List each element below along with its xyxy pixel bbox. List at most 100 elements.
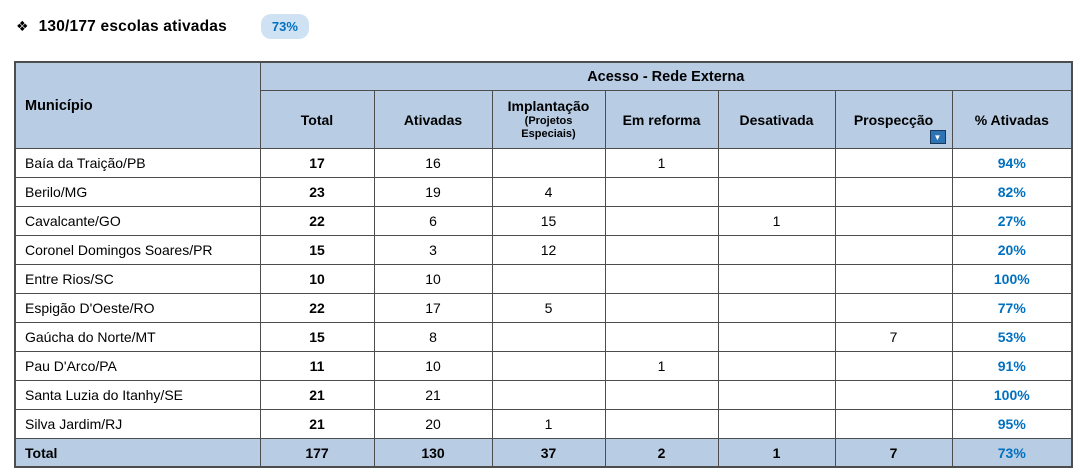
cell-ativadas: 10	[373, 351, 493, 381]
table-row: Berilo/MG 23 19 4 82%	[14, 177, 1073, 207]
cell-pct-ativadas: 73%	[951, 438, 1073, 468]
cell-implantacao	[491, 380, 606, 410]
cell-pct-ativadas: 27%	[951, 206, 1073, 236]
cell-total: 23	[259, 177, 375, 207]
cell-municipio: Silva Jardim/RJ	[14, 409, 261, 439]
cell-em-reforma	[604, 264, 719, 294]
cell-municipio: Coronel Domingos Soares/PR	[14, 235, 261, 265]
cell-desativada	[717, 293, 836, 323]
group-header-acesso-rede-externa: Acesso - Rede Externa	[259, 61, 1073, 91]
cell-total: 15	[259, 235, 375, 265]
cell-ativadas: 3	[373, 235, 493, 265]
column-header-desativada: Desativada	[717, 90, 836, 149]
cell-ativadas: 10	[373, 264, 493, 294]
cell-implantacao: 15	[491, 206, 606, 236]
table-row: Silva Jardim/RJ 21 20 1 95%	[14, 409, 1073, 439]
cell-pct-ativadas: 53%	[951, 322, 1073, 352]
cell-total-label: Total	[14, 438, 261, 468]
cell-pct-ativadas: 100%	[951, 380, 1073, 410]
cell-implantacao: 4	[491, 177, 606, 207]
cell-prospeccao	[834, 409, 953, 439]
table-row: Espigão D'Oeste/RO 22 17 5 77%	[14, 293, 1073, 323]
percentage-badge: 73%	[260, 14, 309, 39]
table-row: Santa Luzia do Itanhy/SE 21 21 100%	[14, 380, 1073, 410]
cell-desativada: 1	[717, 438, 836, 468]
cell-total: 11	[259, 351, 375, 381]
filter-icon[interactable]: ▼	[929, 130, 946, 144]
cell-municipio: Baía da Traição/PB	[14, 148, 261, 178]
cell-pct-ativadas: 94%	[951, 148, 1073, 178]
cell-implantacao	[491, 264, 606, 294]
cell-implantacao: 5	[491, 293, 606, 323]
cell-prospeccao	[834, 293, 953, 323]
table-row: Gaúcha do Norte/MT 15 8 7 53%	[14, 322, 1073, 352]
cell-desativada	[717, 235, 836, 265]
cell-ativadas: 16	[373, 148, 493, 178]
cell-em-reforma	[604, 293, 719, 323]
cell-prospeccao	[834, 380, 953, 410]
cell-pct-ativadas: 95%	[951, 409, 1073, 439]
cell-desativada	[717, 322, 836, 352]
cell-total: 10	[259, 264, 375, 294]
cell-prospeccao	[834, 148, 953, 178]
cell-em-reforma: 1	[604, 351, 719, 381]
cell-total: 22	[259, 293, 375, 323]
cell-implantacao: 12	[491, 235, 606, 265]
column-header-implantacao-title: Implantação	[507, 98, 590, 115]
cell-ativadas: 8	[373, 322, 493, 352]
cell-implantacao: 1	[491, 409, 606, 439]
column-header-prospeccao: Prospecção ▼	[834, 90, 953, 149]
cell-pct-ativadas: 91%	[951, 351, 1073, 381]
cell-em-reforma	[604, 409, 719, 439]
cell-ativadas: 130	[373, 438, 493, 468]
cell-implantacao: 37	[491, 438, 606, 468]
cell-em-reforma	[604, 380, 719, 410]
cell-em-reforma	[604, 322, 719, 352]
cell-pct-ativadas: 82%	[951, 177, 1073, 207]
cell-desativada: 1	[717, 206, 836, 236]
diamond-bullet-icon: ❖	[16, 18, 29, 34]
table-row: Coronel Domingos Soares/PR 15 3 12 20%	[14, 235, 1073, 265]
cell-em-reforma: 1	[604, 148, 719, 178]
cell-em-reforma	[604, 177, 719, 207]
cell-municipio: Santa Luzia do Itanhy/SE	[14, 380, 261, 410]
cell-municipio: Berilo/MG	[14, 177, 261, 207]
cell-implantacao	[491, 322, 606, 352]
cell-total: 22	[259, 206, 375, 236]
column-header-municipio: Município	[14, 61, 261, 149]
cell-desativada	[717, 148, 836, 178]
cell-municipio: Cavalcante/GO	[14, 206, 261, 236]
cell-total: 21	[259, 380, 375, 410]
cell-implantacao	[491, 148, 606, 178]
cell-ativadas: 21	[373, 380, 493, 410]
cell-ativadas: 20	[373, 409, 493, 439]
column-header-total: Total	[259, 90, 375, 149]
table-row: Cavalcante/GO 22 6 15 1 27%	[14, 206, 1073, 236]
cell-em-reforma	[604, 206, 719, 236]
cell-desativada	[717, 177, 836, 207]
column-header-implantacao: Implantação (Projetos Especiais)	[491, 90, 606, 149]
page-header: ❖ 130/177 escolas ativadas 73%	[0, 0, 1085, 39]
cell-total: 21	[259, 409, 375, 439]
cell-total: 177	[259, 438, 375, 468]
cell-prospeccao	[834, 235, 953, 265]
cell-em-reforma	[604, 235, 719, 265]
cell-total: 15	[259, 322, 375, 352]
total-row: Total 177 130 37 2 1 7 73%	[14, 438, 1073, 468]
cell-desativada	[717, 351, 836, 381]
page-title: 130/177 escolas ativadas	[38, 17, 227, 35]
table-row: Pau D'Arco/PA 11 10 1 91%	[14, 351, 1073, 381]
cell-prospeccao: 7	[834, 322, 953, 352]
table-row: Entre Rios/SC 10 10 100%	[14, 264, 1073, 294]
cell-pct-ativadas: 77%	[951, 293, 1073, 323]
cell-desativada	[717, 264, 836, 294]
cell-pct-ativadas: 20%	[951, 235, 1073, 265]
cell-prospeccao	[834, 177, 953, 207]
column-header-pct-ativadas: % Ativadas	[951, 90, 1073, 149]
cell-desativada	[717, 409, 836, 439]
cell-prospeccao	[834, 351, 953, 381]
cell-ativadas: 19	[373, 177, 493, 207]
group-header-row: Município Acesso - Rede Externa	[14, 61, 1073, 149]
cell-pct-ativadas: 100%	[951, 264, 1073, 294]
cell-implantacao	[491, 351, 606, 381]
